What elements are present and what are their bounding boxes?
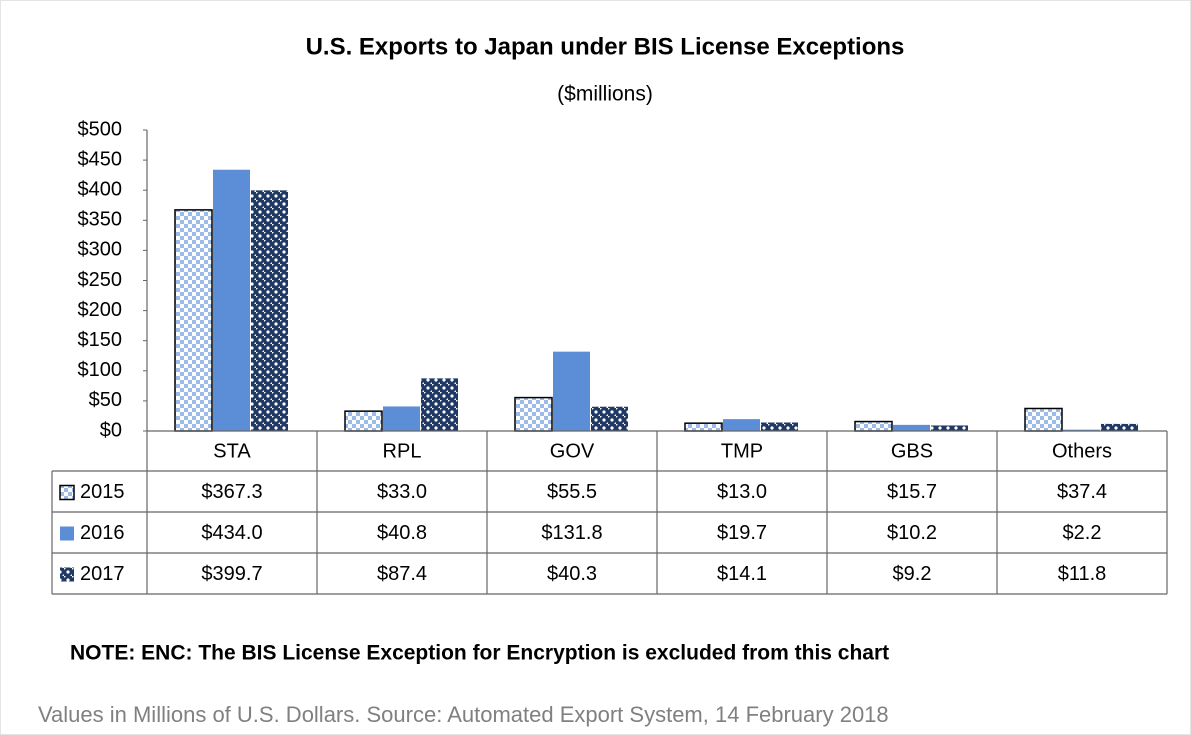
category-label: GOV bbox=[550, 440, 595, 462]
table-value: $87.4 bbox=[377, 563, 427, 585]
bar bbox=[1063, 429, 1100, 431]
table-value: $13.0 bbox=[717, 481, 767, 503]
bar bbox=[553, 351, 590, 431]
y-tick-label: $100 bbox=[78, 359, 123, 381]
chart-subtitle: ($millions) bbox=[557, 83, 653, 106]
table-value: $40.8 bbox=[377, 522, 427, 544]
table-value: $37.4 bbox=[1057, 481, 1107, 503]
bar bbox=[421, 378, 458, 431]
legend-label: 2015 bbox=[80, 481, 125, 503]
table-value: $9.2 bbox=[893, 563, 932, 585]
bar bbox=[344, 410, 383, 432]
table-value: $55.5 bbox=[547, 481, 597, 503]
bar bbox=[174, 209, 213, 432]
category-label: Others bbox=[1052, 440, 1112, 462]
legend-key bbox=[60, 526, 74, 541]
y-tick-label: $300 bbox=[78, 239, 123, 261]
category-label: GBS bbox=[891, 440, 933, 462]
bar bbox=[213, 169, 250, 431]
y-tick-label: $350 bbox=[78, 209, 123, 231]
y-tick-label: $50 bbox=[89, 389, 122, 411]
category-label: TMP bbox=[721, 440, 763, 462]
bar bbox=[1101, 423, 1138, 431]
table-value: $131.8 bbox=[541, 522, 602, 544]
bar bbox=[684, 422, 723, 432]
chart-title: U.S. Exports to Japan under BIS License … bbox=[306, 33, 905, 60]
legend-key bbox=[60, 567, 74, 582]
legend-label: 2016 bbox=[80, 522, 125, 544]
table-value: $2.2 bbox=[1063, 522, 1102, 544]
y-tick-label: $450 bbox=[78, 148, 123, 170]
table-value: $14.1 bbox=[717, 563, 767, 585]
bar bbox=[893, 424, 930, 431]
bar bbox=[723, 419, 760, 431]
y-tick-label: $400 bbox=[78, 178, 123, 200]
legend-label: 2017 bbox=[80, 563, 125, 585]
bar bbox=[761, 422, 798, 431]
category-label: RPL bbox=[383, 440, 422, 462]
y-tick-label: $250 bbox=[78, 269, 123, 291]
table-value: $33.0 bbox=[377, 481, 427, 503]
y-tick-label: $150 bbox=[78, 329, 123, 351]
y-tick-label: $500 bbox=[78, 118, 123, 140]
bar bbox=[383, 406, 420, 431]
bar bbox=[854, 420, 893, 432]
table-value: $367.3 bbox=[201, 481, 262, 503]
table-value: $19.7 bbox=[717, 522, 767, 544]
bar bbox=[1024, 407, 1063, 432]
y-tick-label: $0 bbox=[100, 419, 122, 441]
note: NOTE: ENC: The BIS License Exception for… bbox=[70, 642, 889, 665]
table-value: $10.2 bbox=[887, 522, 937, 544]
bar bbox=[251, 190, 288, 431]
source: Values in Millions of U.S. Dollars. Sour… bbox=[38, 702, 889, 727]
table-value: $399.7 bbox=[201, 563, 262, 585]
table-value: $15.7 bbox=[887, 481, 937, 503]
bar bbox=[931, 425, 968, 431]
table-value: $434.0 bbox=[201, 522, 262, 544]
table-value: $11.8 bbox=[1058, 563, 1107, 585]
legend-key bbox=[59, 484, 75, 501]
bar bbox=[514, 396, 553, 432]
table-value: $40.3 bbox=[547, 563, 597, 585]
y-tick-label: $200 bbox=[78, 299, 123, 321]
bar bbox=[591, 406, 628, 431]
category-label: STA bbox=[213, 440, 251, 462]
